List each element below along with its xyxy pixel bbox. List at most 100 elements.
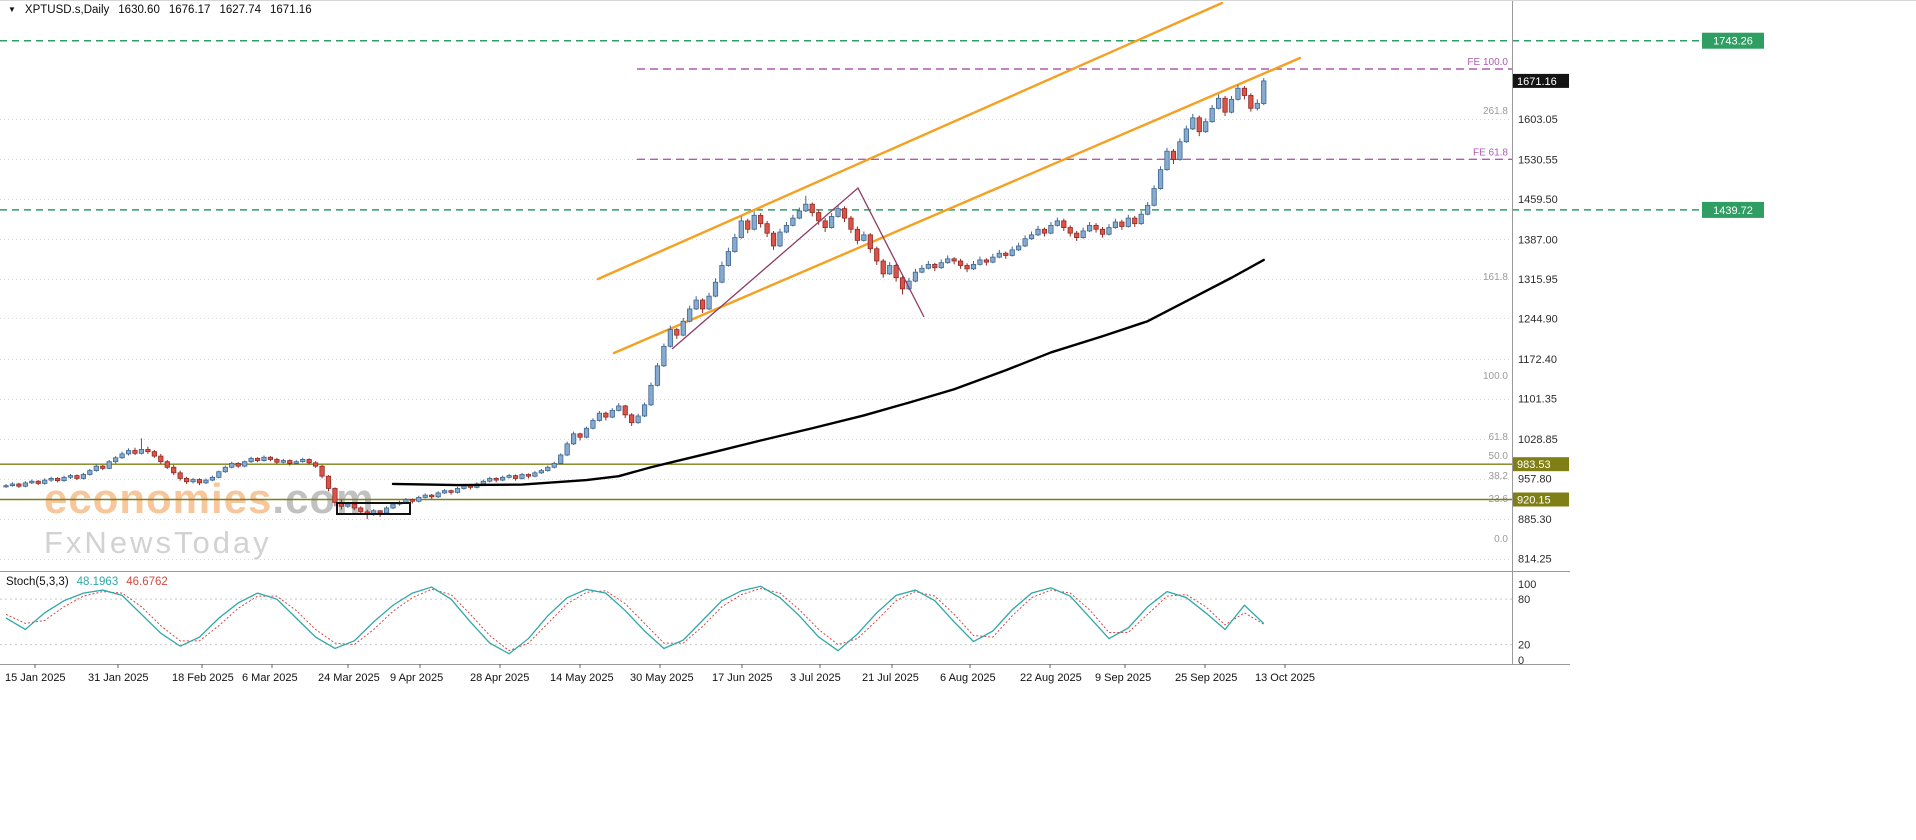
resistance-badge — [1702, 32, 1764, 49]
candle-bear — [325, 475, 332, 489]
candle-bull — [480, 480, 486, 485]
candle-bull — [835, 208, 841, 217]
candle-bull — [1190, 117, 1196, 130]
chart-plot-area[interactable] — [0, 1, 1512, 571]
candle-bear — [822, 220, 828, 228]
date-label: 17 Jun 2025 — [712, 672, 773, 684]
candle-bull — [203, 479, 209, 484]
candle-bear — [35, 480, 41, 484]
stoch-scale-label: 0 — [1518, 655, 1524, 667]
fib-level-label: 50.0 — [1489, 451, 1509, 462]
candle-bull — [403, 499, 409, 503]
stoch-scale-label: 80 — [1518, 594, 1530, 606]
candle-bear — [764, 223, 770, 234]
chart-menu-triangle-icon[interactable]: ▼ — [8, 5, 16, 14]
stoch-name: Stoch(5,3,3) — [6, 576, 69, 588]
current-price-badge — [1513, 73, 1569, 88]
candle-bear — [409, 499, 415, 502]
candle-bear — [809, 203, 815, 213]
candle-bull — [1080, 230, 1086, 239]
candle-bull — [435, 492, 441, 498]
candle-bull — [641, 404, 648, 417]
support-badge-label: 920.15 — [1517, 495, 1551, 507]
candle-bear — [1132, 217, 1138, 225]
candle-bear — [899, 277, 906, 290]
candle-bull — [996, 252, 1002, 258]
candle-bull — [22, 482, 28, 487]
candle-bear — [622, 405, 628, 416]
candle-bear — [700, 299, 706, 310]
fib-level-label: 0.0 — [1494, 534, 1508, 545]
candle-bull — [1016, 245, 1022, 251]
price-tick-label: 957.80 — [1518, 474, 1552, 486]
candle-bear — [874, 248, 880, 262]
date-label: 6 Mar 2025 — [242, 672, 298, 684]
candle-bear — [1074, 232, 1080, 239]
candle-bear — [1099, 228, 1106, 235]
candle-bull — [1145, 204, 1151, 215]
candle-bull — [222, 466, 228, 473]
candle-bull — [635, 415, 641, 424]
candle-bull — [777, 231, 783, 247]
fib-level-label: 161.8 — [1483, 272, 1508, 283]
candle-bull — [719, 265, 725, 283]
resistance-badge-label: 1743.26 — [1713, 36, 1753, 48]
candle-bull — [80, 474, 86, 479]
consolidation-rectangle — [336, 502, 411, 515]
resistance-badge-label: 1439.72 — [1713, 205, 1753, 217]
price-tick-label: 1387.00 — [1518, 234, 1558, 246]
candle-bull — [661, 345, 667, 367]
candle-bear — [951, 258, 957, 262]
price-tick-label: 1101.35 — [1518, 394, 1557, 406]
symbol-period-label: XPTUSD.s,Daily — [24, 4, 110, 16]
stochastic-panel[interactable] — [0, 571, 1512, 664]
candle-bull — [1216, 97, 1222, 109]
fe-line-label: FE 100.0 — [1467, 57, 1508, 68]
candle-bull — [500, 476, 506, 481]
candle-bear — [816, 212, 822, 222]
candle-bull — [248, 457, 254, 463]
candle-bull — [1035, 228, 1041, 236]
candle-bear — [880, 260, 886, 275]
candle-bull — [1164, 150, 1170, 171]
candle-bull — [1209, 107, 1215, 123]
candle-bear — [235, 462, 241, 467]
chart-canvas[interactable]: 1603.05 1530.55 1459.50 1387.00 1315.95 1244.… — [0, 1, 1916, 701]
candle-bull — [1228, 98, 1235, 113]
candle-bull — [590, 420, 596, 429]
candle-bull — [551, 462, 557, 468]
candle-bull — [919, 267, 925, 273]
price-tick-label: 1028.85 — [1518, 434, 1558, 446]
stoch-main-line — [5, 585, 1265, 655]
candle-bear — [629, 414, 635, 424]
date-label: 3 Jul 2025 — [790, 672, 841, 684]
candle-bear — [164, 461, 170, 468]
date-label: 13 Oct 2025 — [1255, 672, 1315, 684]
candle-bear — [254, 457, 261, 461]
candle-bull — [783, 224, 790, 233]
quote-high: 1676.17 — [168, 4, 211, 16]
candle-bear — [132, 450, 138, 454]
candle-bull — [229, 462, 235, 468]
candle-bull — [216, 471, 222, 478]
candle-bear — [964, 265, 970, 270]
candle-bull — [209, 476, 215, 481]
candle-bull — [1028, 234, 1035, 240]
candle-bull — [1138, 213, 1144, 225]
resistance-badge — [1702, 201, 1764, 218]
candle-bear — [512, 475, 519, 479]
candle-bear — [525, 474, 532, 477]
date-label: 6 Aug 2025 — [940, 672, 996, 684]
candle-bear — [312, 462, 319, 467]
candle-bear — [893, 265, 899, 279]
candle-bull — [119, 453, 125, 459]
candle-bull — [925, 263, 931, 269]
date-label: 22 Aug 2025 — [1020, 672, 1082, 684]
time-axis[interactable] — [0, 664, 1570, 687]
candle-bull — [113, 457, 119, 463]
candle-bull — [454, 488, 461, 493]
candle-bear — [1248, 95, 1254, 109]
candle-bull — [732, 237, 738, 252]
date-label: 9 Apr 2025 — [390, 672, 443, 684]
price-tick-label: 1315.95 — [1518, 274, 1558, 286]
